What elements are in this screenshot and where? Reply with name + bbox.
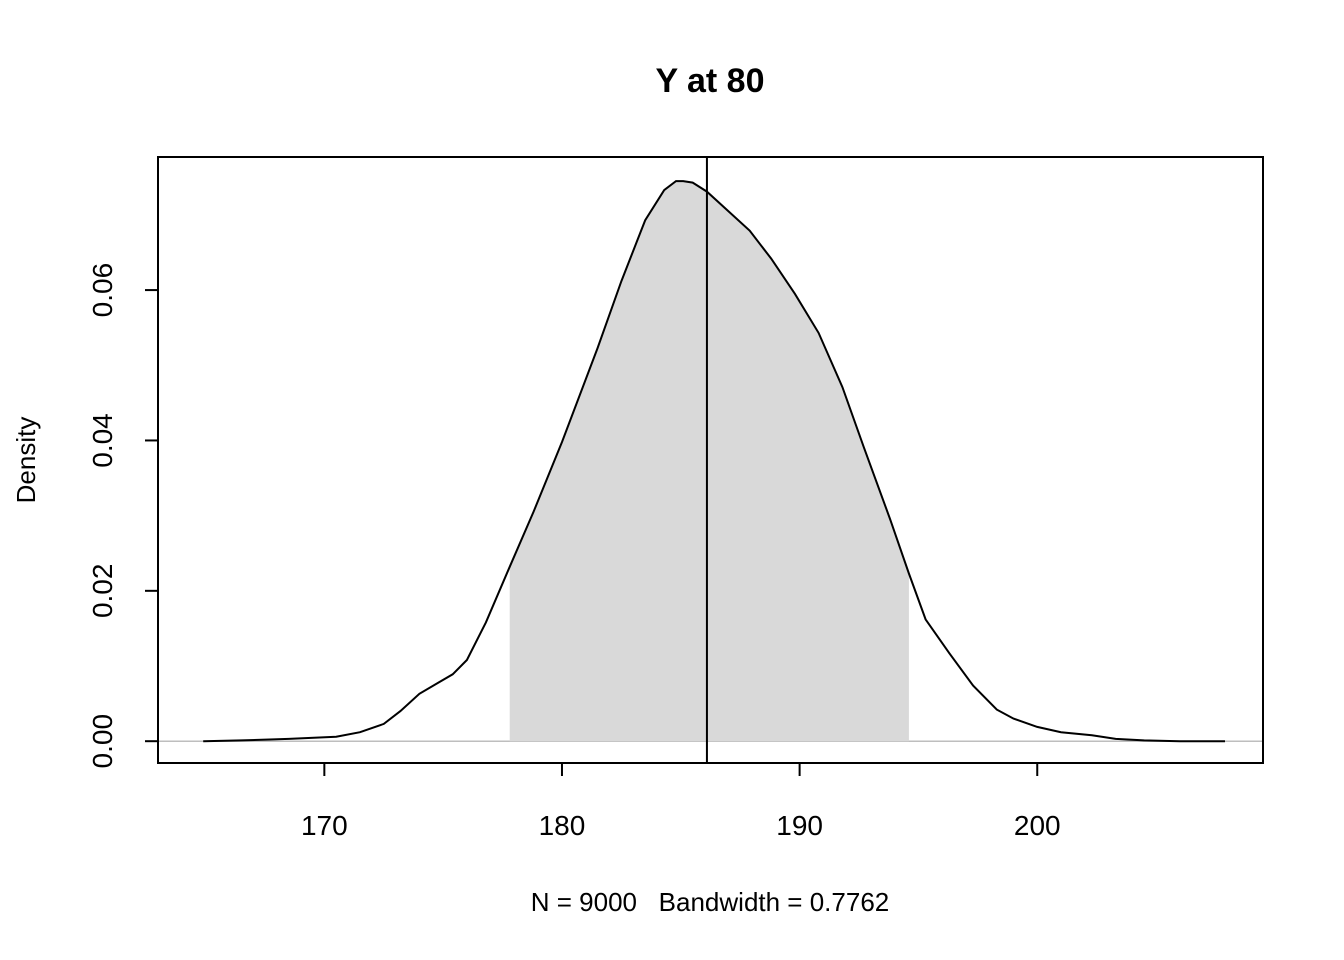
- x-tick-label: 200: [1014, 810, 1061, 841]
- y-tick-label: 0.04: [87, 413, 118, 468]
- x-axis: 170 180 190 200: [301, 762, 1061, 841]
- y-axis-label: Density: [11, 417, 41, 504]
- shaded-interval: [509, 181, 909, 742]
- x-tick-label: 190: [776, 810, 823, 841]
- x-tick-label: 170: [301, 810, 348, 841]
- chart-title: Y at 80: [655, 62, 764, 100]
- x-axis-label: N = 9000 Bandwidth = 0.7762: [531, 887, 890, 917]
- y-tick-label: 0.06: [87, 263, 118, 318]
- y-axis: 0.00 0.02 0.04 0.06: [87, 263, 159, 769]
- shaded-interval-area: [509, 181, 909, 742]
- x-tick-label: 180: [539, 810, 586, 841]
- y-tick-label: 0.02: [87, 564, 118, 619]
- y-tick-label: 0.00: [87, 714, 118, 769]
- density-curve: [203, 180, 1225, 743]
